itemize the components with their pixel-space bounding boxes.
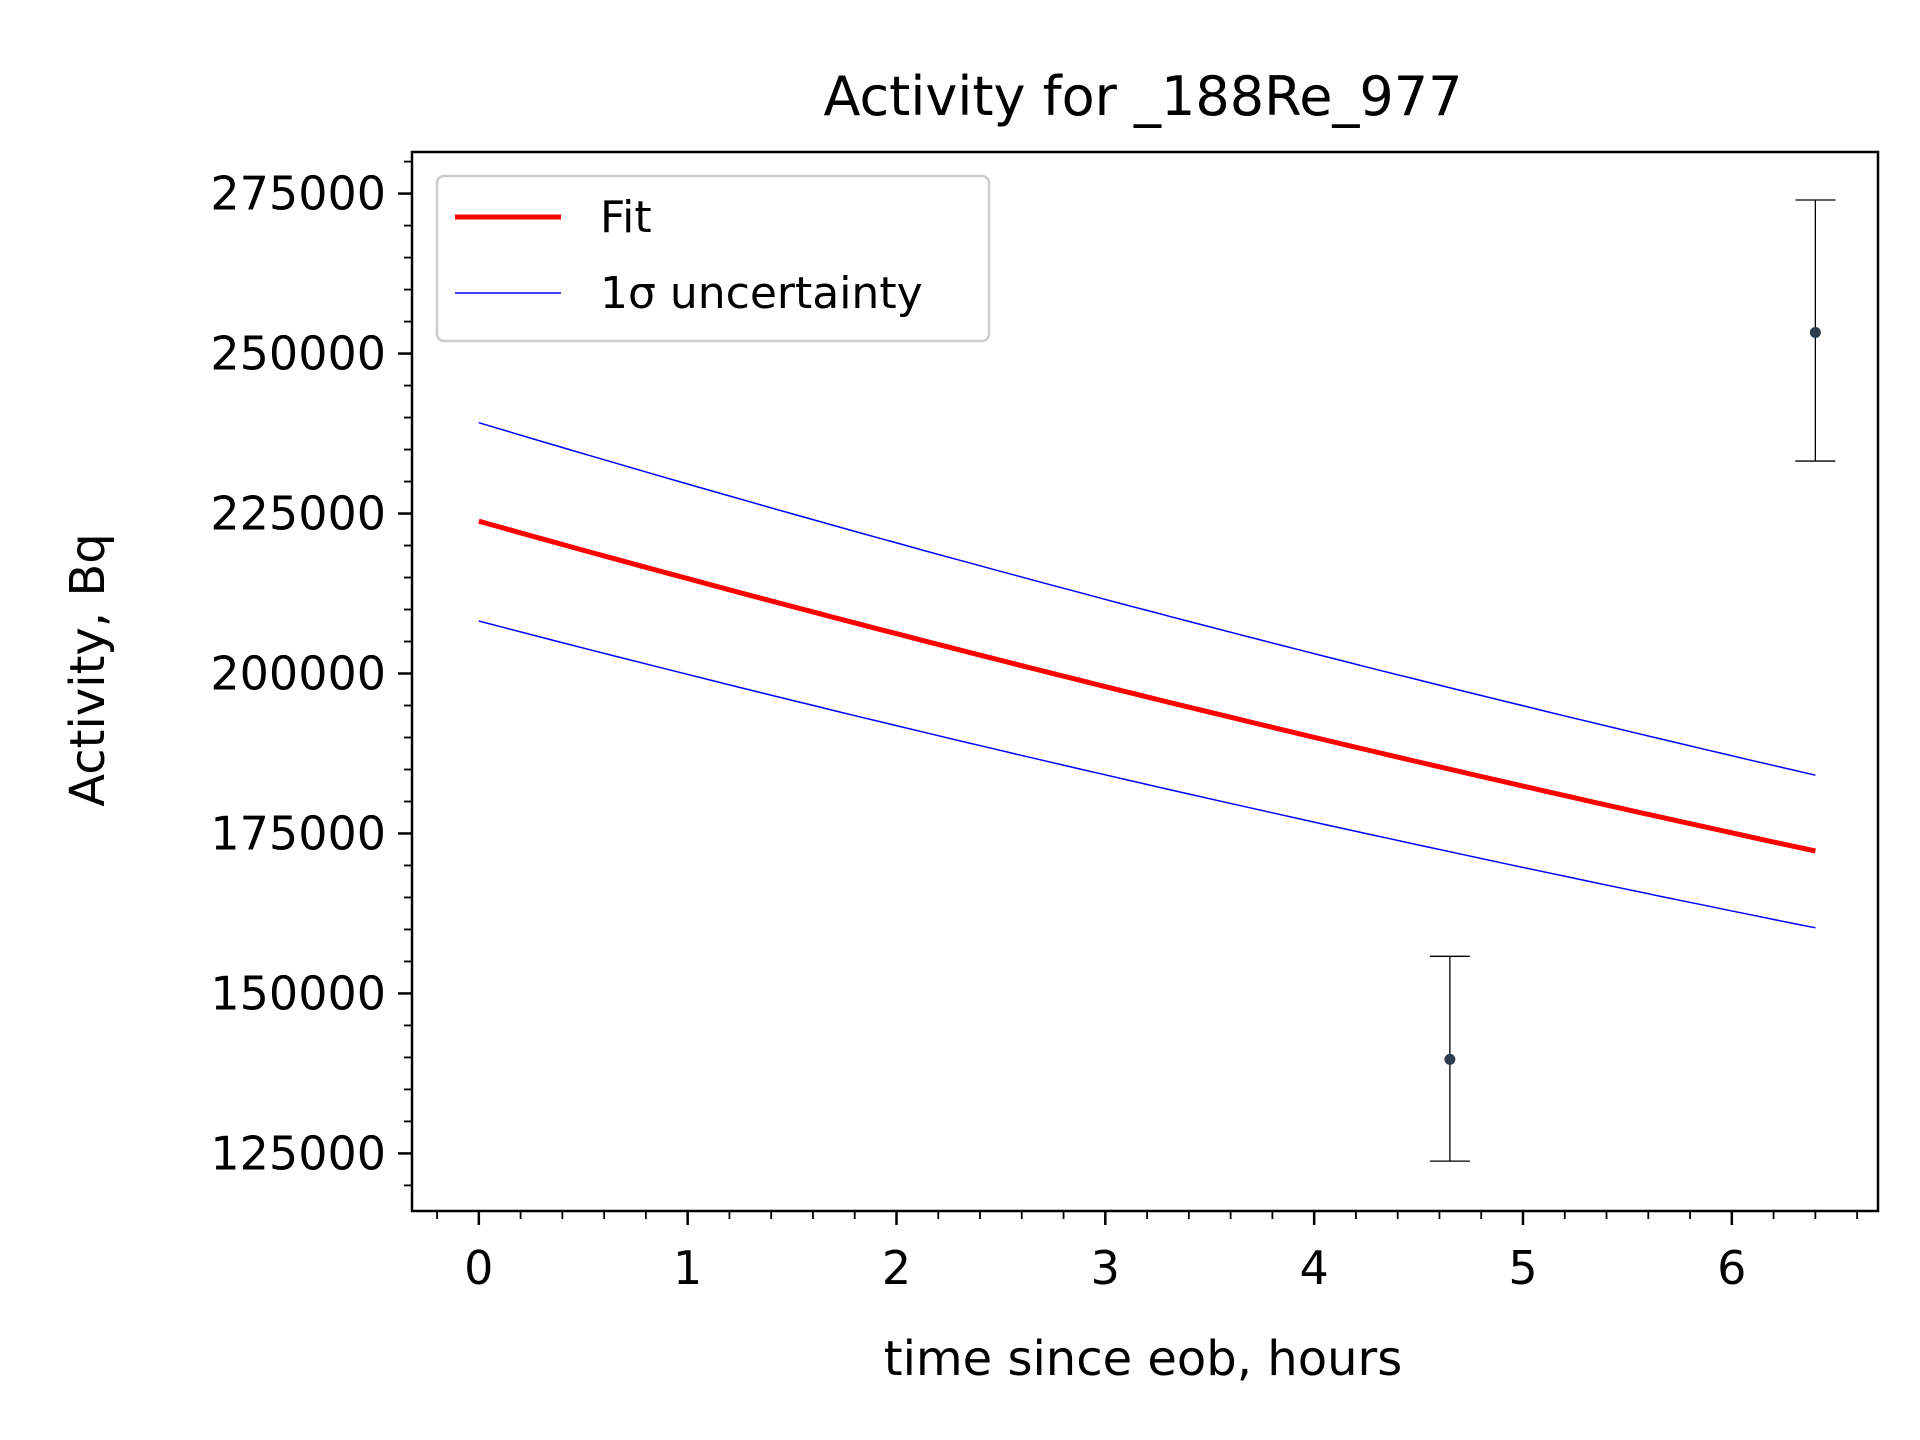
data-point — [1444, 1053, 1456, 1065]
series-lines — [478, 421, 1816, 929]
y-tick-label: 275000 — [210, 167, 386, 221]
x-tick-label: 0 — [464, 1241, 493, 1295]
y-tick-label: 150000 — [210, 966, 386, 1020]
fit-line — [478, 518, 1816, 854]
y-axis-label: Activity, Bq — [60, 533, 116, 806]
y-tick-label: 250000 — [210, 327, 386, 381]
y-tick-label: 125000 — [210, 1126, 386, 1180]
x-tick-label: 5 — [1508, 1241, 1537, 1295]
y-tick-label: 225000 — [210, 487, 386, 541]
legend-fit-label: Fit — [600, 192, 652, 243]
x-tick-label: 1 — [673, 1241, 702, 1295]
axis-ticks: 0 1 2 3 4 5 6 125000 150000 175000 200000 225000 250… — [210, 160, 1859, 1295]
chart-title: Activity for _188Re_977 — [824, 65, 1463, 128]
legend-uncertainty-label: 1σ uncertainty — [600, 268, 923, 319]
y-tick-label: 175000 — [210, 806, 386, 860]
legend-box — [435, 174, 991, 343]
data-point — [1809, 326, 1821, 338]
x-tick-label: 6 — [1717, 1241, 1746, 1295]
x-tick-label: 2 — [882, 1241, 911, 1295]
y-tick-label: 200000 — [210, 647, 386, 701]
uncertainty-upper-line — [478, 421, 1816, 776]
x-axis-label: time since eob, hours — [884, 1331, 1402, 1387]
data-points — [1429, 199, 1836, 1162]
x-tick-label: 3 — [1091, 1241, 1120, 1295]
uncertainty-lower-line — [478, 620, 1816, 929]
x-tick-label: 4 — [1300, 1241, 1329, 1295]
legend: Fit 1σ uncertainty — [435, 174, 991, 343]
plot-frame — [410, 150, 1880, 1213]
